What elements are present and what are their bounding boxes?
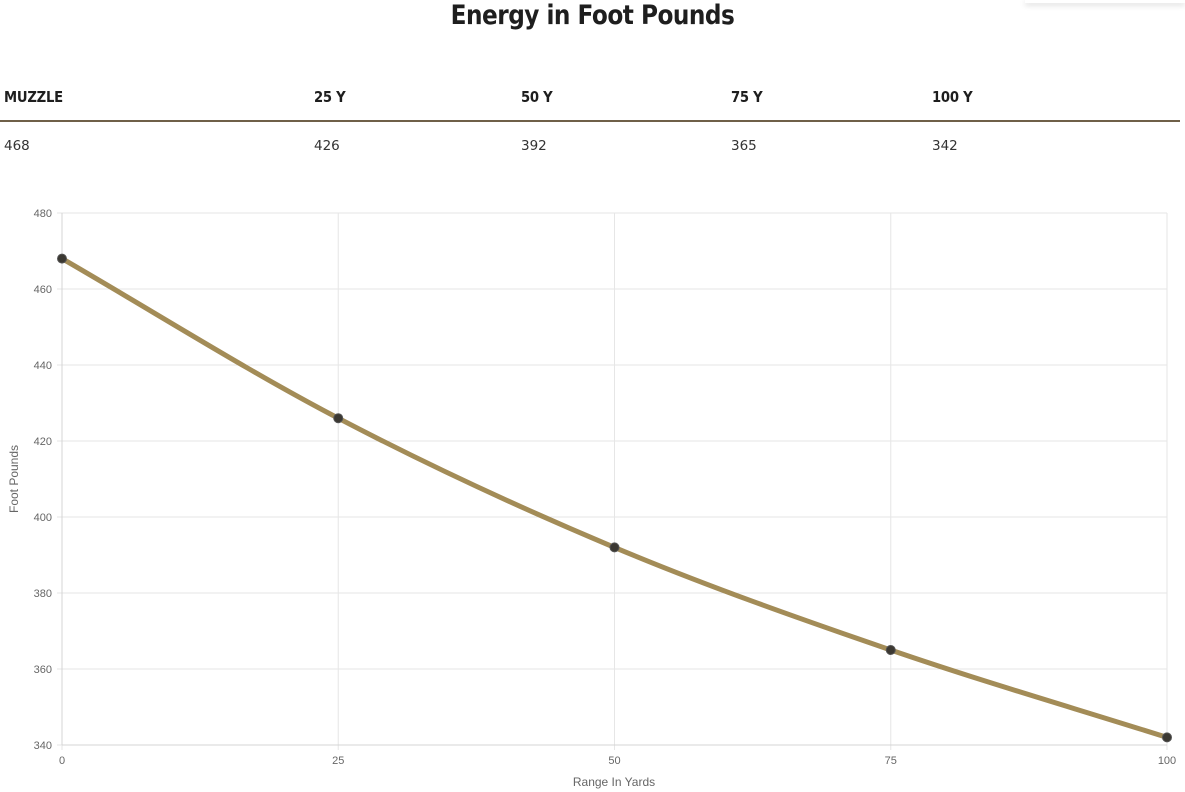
table-header-row: MUZZLE 25 Y 50 Y 75 Y 100 Y <box>0 80 1180 122</box>
energy-table: MUZZLE 25 Y 50 Y 75 Y 100 Y 468 426 392 … <box>0 80 1180 162</box>
value-muzzle: 468 <box>4 138 30 154</box>
y-tick-label: 460 <box>34 284 52 296</box>
value-75-yards: 365 <box>731 138 757 154</box>
page-title: Energy in Foot Pounds <box>450 0 735 31</box>
floating-panel-edge <box>1025 0 1185 3</box>
chart-points <box>57 253 1172 743</box>
y-tick-label: 380 <box>34 588 52 600</box>
header-75-yards: 75 Y <box>731 88 763 106</box>
x-axis-title: Range In Yards <box>573 775 655 789</box>
x-tick-label: 75 <box>885 755 897 767</box>
x-tick-label: 0 <box>59 755 65 767</box>
y-axis-title: Foot Pounds <box>7 445 21 513</box>
x-tick-label: 50 <box>608 755 620 767</box>
chart-grid <box>57 212 1168 750</box>
table-row: 468 426 392 365 342 <box>0 122 1180 162</box>
data-point[interactable] <box>333 413 344 424</box>
header-muzzle: MUZZLE <box>4 88 63 106</box>
chart-ticks: 340 360 380 400 420 440 460 480 0 25 50 75 100 <box>34 208 1177 767</box>
y-tick-label: 440 <box>34 360 52 372</box>
value-50-yards: 392 <box>521 138 547 154</box>
y-tick-label: 420 <box>34 436 52 448</box>
y-tick-label: 480 <box>34 208 52 220</box>
data-point[interactable] <box>885 645 896 655</box>
data-point[interactable] <box>1162 732 1172 743</box>
value-100-yards: 342 <box>932 138 958 154</box>
y-tick-label: 340 <box>34 740 52 752</box>
header-100-yards: 100 Y <box>932 88 973 106</box>
value-25-yards: 426 <box>314 138 340 154</box>
header-50-yards: 50 Y <box>521 88 553 106</box>
y-tick-label: 360 <box>34 664 52 676</box>
x-tick-label: 100 <box>1158 755 1176 767</box>
data-point[interactable] <box>57 253 67 264</box>
x-tick-label: 25 <box>332 755 344 767</box>
data-point[interactable] <box>609 542 620 553</box>
header-25-yards: 25 Y <box>314 88 346 106</box>
y-tick-label: 400 <box>34 512 52 524</box>
